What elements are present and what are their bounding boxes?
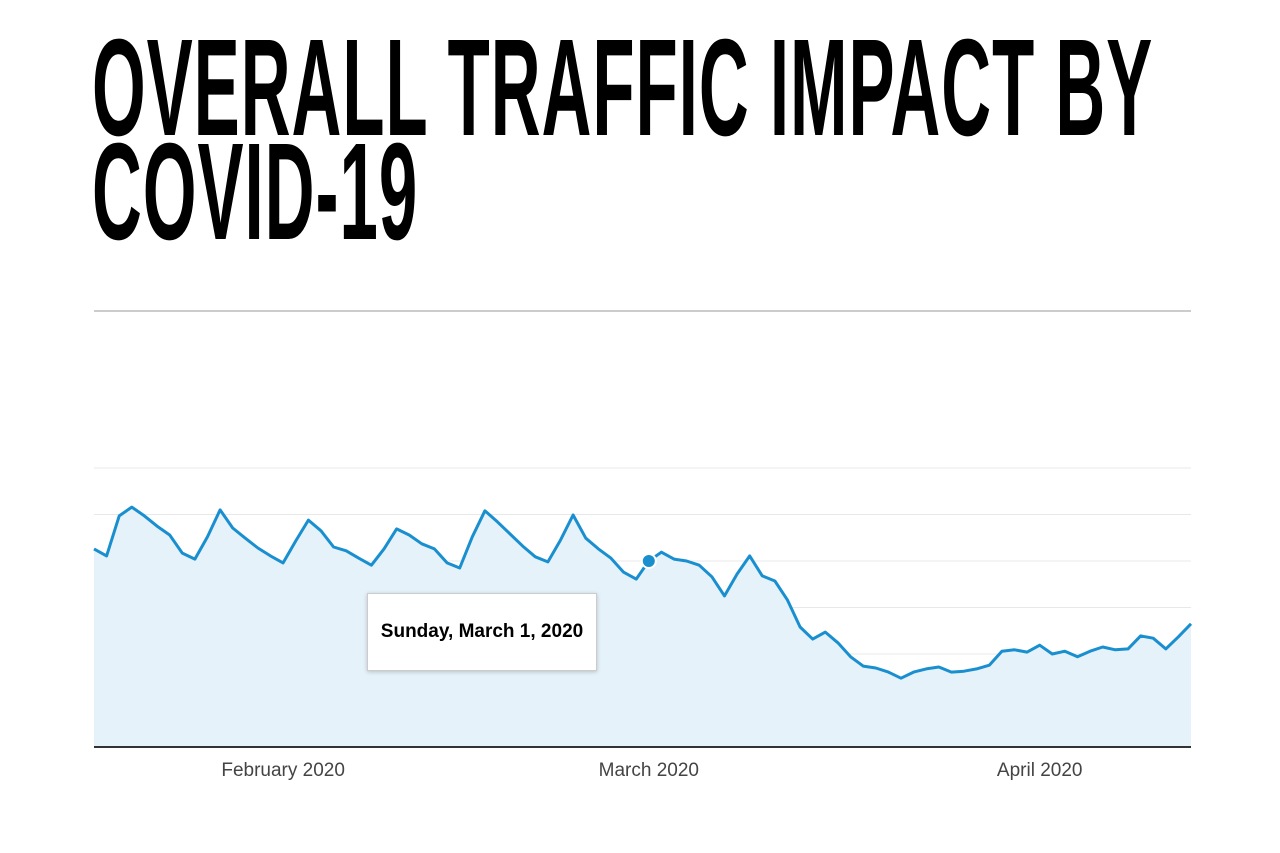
highlight-point [640, 553, 657, 569]
x-tick-label: February 2020 [221, 760, 345, 781]
x-tick-label: April 2020 [997, 760, 1083, 781]
line [93, 505, 1193, 680]
tooltip: Sunday, March 1, 2020 [366, 593, 598, 671]
chart-title: OVERALL TRAFFIC IMPACT BY COVID-19 [92, 11, 1152, 269]
area [94, 507, 1191, 747]
x-tick-label: March 2020 [599, 760, 699, 781]
